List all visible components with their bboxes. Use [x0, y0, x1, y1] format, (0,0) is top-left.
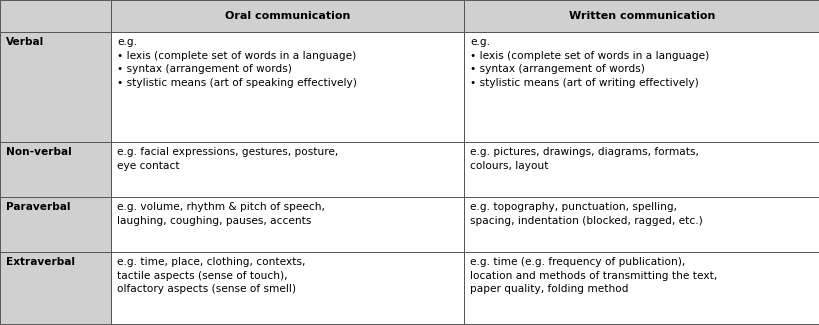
FancyBboxPatch shape: [111, 197, 464, 252]
FancyBboxPatch shape: [111, 252, 464, 324]
FancyBboxPatch shape: [464, 142, 819, 197]
FancyBboxPatch shape: [0, 142, 111, 197]
Text: e.g. topography, punctuation, spelling,
spacing, indentation (blocked, ragged, e: e.g. topography, punctuation, spelling, …: [469, 202, 702, 226]
Text: Oral communication: Oral communication: [224, 11, 350, 21]
Text: Written communication: Written communication: [568, 11, 714, 21]
Text: e.g.
• lexis (complete set of words in a language)
• syntax (arrangement of word: e.g. • lexis (complete set of words in a…: [469, 37, 708, 88]
FancyBboxPatch shape: [111, 32, 464, 142]
FancyBboxPatch shape: [464, 197, 819, 252]
Text: Paraverbal: Paraverbal: [6, 202, 70, 212]
Text: e.g. time (e.g. frequency of publication),
location and methods of transmitting : e.g. time (e.g. frequency of publication…: [469, 257, 717, 294]
Text: e.g. pictures, drawings, diagrams, formats,
colours, layout: e.g. pictures, drawings, diagrams, forma…: [469, 147, 698, 171]
FancyBboxPatch shape: [464, 32, 819, 142]
FancyBboxPatch shape: [111, 142, 464, 197]
Text: e.g. facial expressions, gestures, posture,
eye contact: e.g. facial expressions, gestures, postu…: [117, 147, 338, 171]
Text: Extraverbal: Extraverbal: [6, 257, 75, 267]
Text: Non-verbal: Non-verbal: [6, 147, 72, 157]
FancyBboxPatch shape: [0, 197, 111, 252]
FancyBboxPatch shape: [464, 252, 819, 324]
FancyBboxPatch shape: [111, 0, 464, 32]
FancyBboxPatch shape: [0, 0, 111, 32]
Text: e.g. time, place, clothing, contexts,
tactile aspects (sense of touch),
olfactor: e.g. time, place, clothing, contexts, ta…: [117, 257, 305, 294]
Text: e.g. volume, rhythm & pitch of speech,
laughing, coughing, pauses, accents: e.g. volume, rhythm & pitch of speech, l…: [117, 202, 324, 226]
FancyBboxPatch shape: [464, 0, 819, 32]
Text: Verbal: Verbal: [6, 37, 44, 47]
FancyBboxPatch shape: [0, 32, 111, 142]
FancyBboxPatch shape: [0, 252, 111, 324]
Text: e.g.
• lexis (complete set of words in a language)
• syntax (arrangement of word: e.g. • lexis (complete set of words in a…: [117, 37, 356, 88]
